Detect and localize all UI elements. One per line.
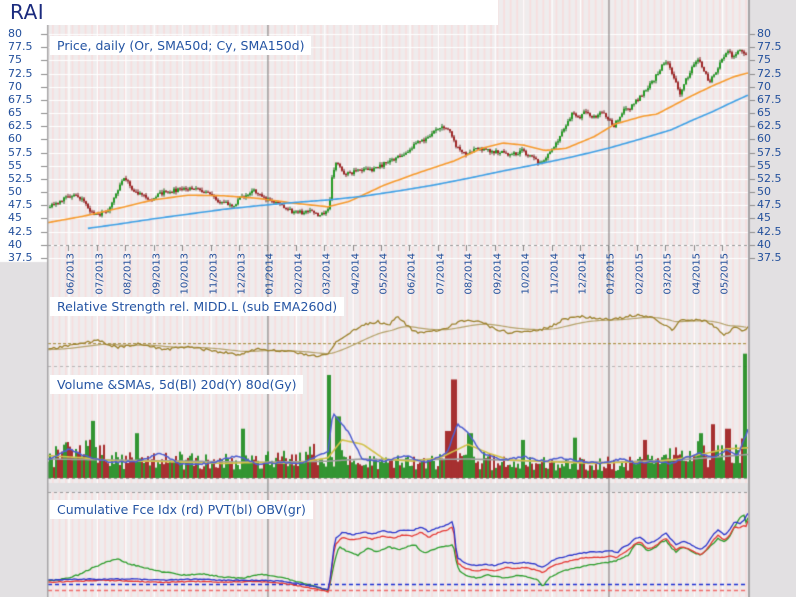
price-tick-label-left: 72.5 bbox=[8, 66, 33, 80]
price-tick-label-right: 67.5 bbox=[757, 92, 782, 106]
x-axis-date-label: 12/2013 bbox=[236, 252, 248, 295]
price-tick-label-right: 42.5 bbox=[757, 224, 782, 238]
force-index-panel-label: Cumulative Fce Idx (rd) PVT(bl) OBV(gr) bbox=[50, 500, 313, 519]
x-axis-date-label: 05/2015 bbox=[719, 252, 731, 295]
price-tick-label-right: 80 bbox=[757, 27, 771, 40]
price-tick-label-left: 45 bbox=[8, 211, 22, 225]
x-axis-date-label: 02/2014 bbox=[293, 252, 305, 295]
x-axis-date-label: 10/2014 bbox=[520, 252, 532, 295]
x-axis-date-label: 04/2014 bbox=[350, 252, 362, 295]
relative-strength-panel-label: Relative Strength rel. MIDD.L (sub EMA26… bbox=[50, 297, 345, 316]
price-tick-label-right: 70 bbox=[757, 79, 771, 93]
x-axis-date-label: 02/2015 bbox=[634, 252, 646, 295]
x-axis-date-label: 05/2014 bbox=[378, 252, 390, 295]
price-tick-label-right: 45 bbox=[757, 211, 771, 225]
price-tick-label-right: 55 bbox=[757, 158, 771, 172]
price-tick-label-right: 37.5 bbox=[757, 250, 782, 264]
x-axis-date-label: 10/2013 bbox=[179, 252, 191, 295]
x-axis-date-label: 07/2013 bbox=[94, 252, 106, 295]
price-tick-label-left: 37.5 bbox=[8, 250, 33, 264]
x-axis-date-label: 04/2015 bbox=[691, 252, 703, 295]
price-tick-label-right: 52.5 bbox=[757, 171, 782, 185]
header-strip bbox=[0, 0, 498, 25]
symbol-title: RAI bbox=[10, 0, 45, 24]
x-axis-date-label: 06/2013 bbox=[65, 252, 77, 295]
x-axis-date-label: 11/2014 bbox=[549, 252, 561, 295]
price-tick-label-right: 72.5 bbox=[757, 66, 782, 80]
price-panel-label: Price, daily (Or, SMA50d; Cy, SMA150d) bbox=[50, 36, 312, 55]
price-tick-label-left: 65 bbox=[8, 106, 22, 120]
x-axis-date-label: 09/2014 bbox=[492, 252, 504, 295]
price-tick-label-left: 42.5 bbox=[8, 224, 33, 238]
price-tick-label-left: 77.5 bbox=[8, 40, 33, 54]
x-axis-date-label: 06/2014 bbox=[406, 252, 418, 295]
x-axis-date-label: 03/2014 bbox=[321, 252, 333, 295]
price-tick-label-left: 57.5 bbox=[8, 145, 33, 159]
x-axis-date-label: 07/2014 bbox=[435, 252, 447, 295]
price-tick-label-right: 40 bbox=[757, 237, 771, 251]
volume-panel-label: Volume &SMAs, 5d(Bl) 20d(Y) 80d(Gy) bbox=[50, 375, 304, 394]
x-axis-date-label: 08/2014 bbox=[463, 252, 475, 295]
price-tick-label-right: 77.5 bbox=[757, 40, 782, 54]
price-tick-label-left: 67.5 bbox=[8, 92, 33, 106]
price-tick-label-right: 50 bbox=[757, 185, 771, 199]
price-tick-label-right: 65 bbox=[757, 106, 771, 120]
price-tick-label-right: 62.5 bbox=[757, 119, 782, 133]
price-tick-label-right: 57.5 bbox=[757, 145, 782, 159]
price-tick-label-left: 52.5 bbox=[8, 171, 33, 185]
x-axis-date-label: 08/2013 bbox=[122, 252, 134, 295]
x-axis-date-label: 01/2014 bbox=[264, 252, 276, 295]
x-axis-date-label: 03/2015 bbox=[662, 252, 674, 295]
x-axis-date-label: 09/2013 bbox=[151, 252, 163, 295]
price-tick-label-left: 55 bbox=[8, 158, 22, 172]
price-tick-label-left: 47.5 bbox=[8, 198, 33, 212]
price-tick-label-left: 70 bbox=[8, 79, 22, 93]
price-tick-label-right: 47.5 bbox=[757, 198, 782, 212]
price-tick-label-left: 50 bbox=[8, 185, 22, 199]
price-tick-label-right: 60 bbox=[757, 132, 771, 146]
x-axis-date-label: 01/2015 bbox=[605, 252, 617, 295]
x-axis-date-label: 12/2014 bbox=[577, 252, 589, 295]
price-tick-label-left: 75 bbox=[8, 53, 22, 67]
price-tick-label-left: 80 bbox=[8, 27, 22, 40]
price-tick-label-left: 62.5 bbox=[8, 119, 33, 133]
price-tick-label-left: 40 bbox=[8, 237, 22, 251]
x-axis-date-label: 11/2013 bbox=[208, 252, 219, 295]
price-tick-label-right: 75 bbox=[757, 53, 771, 67]
price-tick-label-left: 60 bbox=[8, 132, 22, 146]
